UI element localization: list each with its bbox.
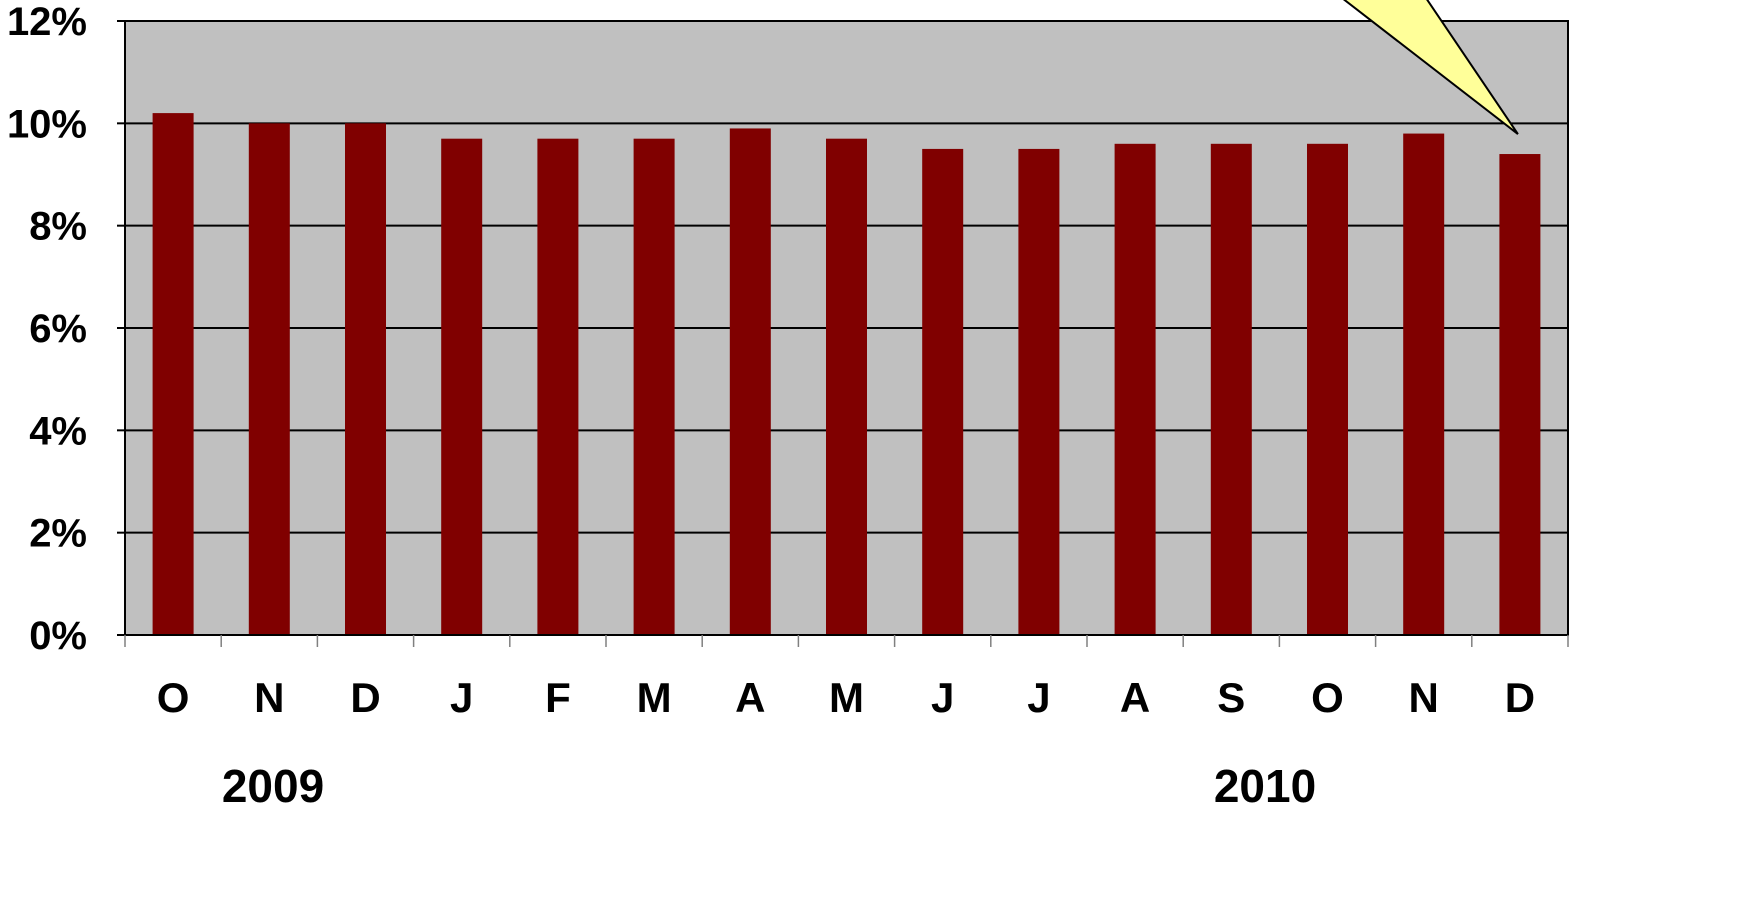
- x-category-label: S: [1217, 674, 1245, 721]
- x-category-label: J: [450, 674, 473, 721]
- x-category-label: M: [829, 674, 864, 721]
- y-tick-label: 0%: [29, 614, 87, 658]
- x-category-label: N: [1409, 674, 1439, 721]
- y-tick-label: 6%: [29, 307, 87, 351]
- bar: [1210, 143, 1252, 636]
- y-tick-label: 2%: [29, 512, 87, 556]
- bar: [826, 138, 867, 635]
- x-category-label: F: [545, 674, 571, 721]
- x-category-label: J: [1027, 674, 1050, 721]
- callout: [1342, 0, 1519, 135]
- x-category-label: A: [735, 674, 765, 721]
- bar: [441, 138, 483, 635]
- y-tick-label: 12%: [7, 0, 87, 44]
- y-tick-label: 8%: [29, 205, 87, 249]
- bar: [1018, 148, 1060, 635]
- y-tick-label: 10%: [7, 102, 87, 146]
- x-category-label: D: [350, 674, 380, 721]
- bar: [922, 148, 964, 635]
- axes: [124, 634, 1569, 647]
- bar: [1307, 143, 1348, 636]
- bar: [1114, 143, 1156, 636]
- x-category-label: O: [1311, 674, 1344, 721]
- x-category-label: M: [637, 674, 672, 721]
- y-tick-label: 4%: [29, 409, 87, 453]
- bar: [729, 128, 771, 635]
- y-tick-labels: 0% 2% 4% 6% 8% 10% 12%: [7, 0, 87, 658]
- bar: [633, 138, 675, 635]
- bar: [152, 113, 194, 636]
- x-category-label: D: [1505, 674, 1535, 721]
- bar: [1403, 133, 1445, 636]
- x-category-label: J: [931, 674, 954, 721]
- x-category-label: A: [1120, 674, 1150, 721]
- bar: [345, 123, 386, 635]
- callout-pointer: [1342, 0, 1519, 135]
- bar: [537, 138, 579, 635]
- bar: [1499, 154, 1541, 636]
- x-category-label: O: [157, 674, 190, 721]
- x-category-label: N: [254, 674, 284, 721]
- year-label: 2010: [1214, 760, 1316, 812]
- year-label: 2009: [222, 760, 324, 812]
- bar: [248, 123, 290, 635]
- year-labels: 2009 2010: [222, 760, 1316, 812]
- bars: [152, 113, 1541, 636]
